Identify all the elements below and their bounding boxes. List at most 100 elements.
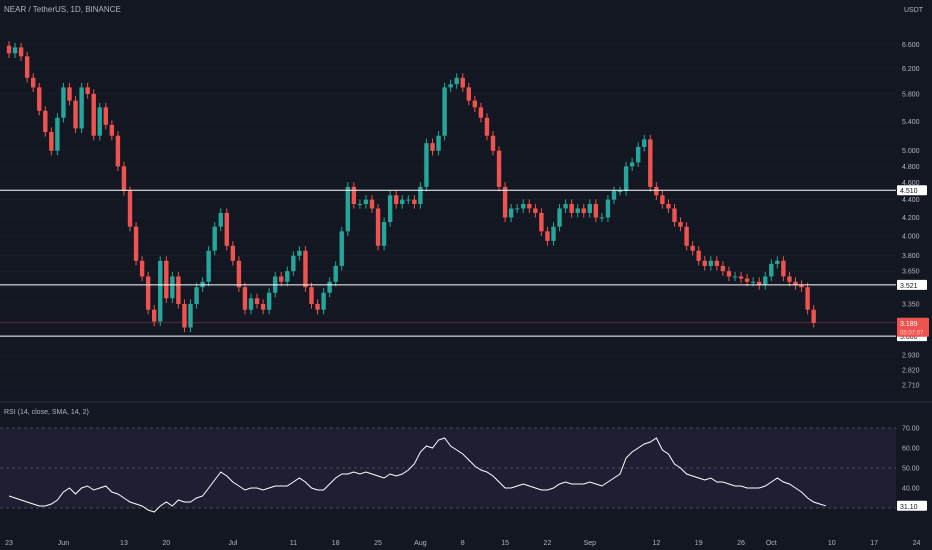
- candle-body: [254, 298, 260, 304]
- candle-body: [654, 186, 659, 196]
- candle-body: [636, 146, 641, 163]
- level-price-label: 4.510: [900, 188, 918, 195]
- candle-body: [37, 87, 42, 111]
- candle-body: [164, 260, 169, 299]
- rsi-tick-label: 70.00: [902, 426, 920, 433]
- candle-body: [12, 47, 18, 54]
- rsi-last-tag: [897, 500, 927, 511]
- candle-body: [708, 260, 713, 266]
- rsi-tick-label: 50.00: [902, 466, 920, 473]
- candle-body: [339, 231, 344, 266]
- candle-body: [587, 204, 592, 213]
- candle-body: [303, 250, 308, 288]
- candle-body: [67, 87, 72, 101]
- price-tick-label: 3.800: [902, 253, 920, 260]
- candle-body: [357, 204, 363, 206]
- time-tick-label: Sep: [584, 540, 597, 547]
- candle-body: [472, 100, 478, 108]
- candle-body: [787, 276, 792, 282]
- time-tick-label: 22: [544, 540, 552, 547]
- candle-body: [412, 199, 417, 205]
- candle-body: [551, 226, 556, 241]
- time-tick-label: Jul: [228, 540, 237, 547]
- candle-body: [248, 298, 254, 310]
- time-tick-label: 24: [913, 540, 921, 547]
- candle-body: [793, 281, 798, 286]
- candle-body: [460, 77, 465, 88]
- candle-body: [212, 226, 217, 251]
- candle-body: [61, 87, 66, 118]
- candle-body: [521, 204, 526, 209]
- candle-body: [109, 124, 115, 136]
- candle-body: [158, 260, 163, 322]
- candle-body: [666, 204, 671, 209]
- candle-body: [805, 287, 810, 310]
- time-tick-label: 11: [290, 540, 297, 547]
- candle-body: [260, 303, 266, 310]
- price-tick-label: 6.600: [902, 42, 920, 49]
- rsi-last-label: 31.10: [900, 504, 918, 511]
- price-tick-label: 2.710: [902, 383, 920, 390]
- candle-body: [726, 271, 732, 277]
- candle-body: [55, 117, 60, 151]
- currency-label: USDT: [904, 7, 924, 14]
- price-tick-label: 2.820: [902, 367, 920, 374]
- candle-body: [539, 212, 544, 232]
- candle-body: [145, 276, 151, 310]
- candle-body: [623, 166, 629, 192]
- time-tick-label: Jun: [58, 540, 69, 547]
- candle-body: [490, 135, 496, 151]
- candle-body: [387, 195, 393, 223]
- time-tick-label: 10: [828, 540, 836, 547]
- candle-body: [91, 93, 96, 136]
- candle-body: [478, 107, 484, 118]
- candle-body: [266, 292, 272, 310]
- candle-body: [309, 287, 314, 304]
- rsi-line: [8, 437, 826, 513]
- rsi-title[interactable]: RSI (14, close, SMA, 14, 2): [4, 409, 89, 416]
- candle-body: [720, 265, 726, 272]
- candle-body: [750, 281, 756, 283]
- candle-body: [363, 199, 369, 205]
- time-tick-label: 13: [120, 540, 128, 547]
- price-tick-label: 6.200: [902, 66, 920, 73]
- candle-body: [702, 260, 707, 266]
- candle-body: [557, 208, 562, 227]
- candle-body: [648, 139, 653, 187]
- candle-body: [769, 263, 774, 277]
- candle-body: [436, 135, 441, 151]
- candle-body: [593, 204, 599, 218]
- candle-body: [605, 199, 611, 218]
- candle-body: [152, 309, 157, 322]
- candle-body: [496, 150, 502, 187]
- candle-body: [121, 166, 127, 192]
- candle-body: [430, 143, 435, 151]
- time-axis[interactable]: 23 Jun 13 20 Jul 11 18 25 Aug 8 15 22 Sep 12 19 26 Oct 10…: [5, 540, 920, 547]
- candle-body: [206, 250, 211, 282]
- candle-body: [103, 107, 108, 125]
- candle-body: [394, 195, 399, 205]
- time-tick-label: Oct: [766, 540, 777, 547]
- time-tick-label: 26: [737, 540, 745, 547]
- candle-body: [18, 47, 24, 57]
- candle-body: [43, 110, 48, 133]
- candle-body: [73, 100, 78, 129]
- last-price-marker: 3.189 05:07:07: [0, 317, 929, 337]
- time-tick-label: 12: [652, 540, 660, 547]
- candle-body: [672, 208, 677, 223]
- symbol-title[interactable]: NEAR / TetherUS, 1D, BINANCE: [4, 5, 121, 14]
- candle-body: [351, 186, 357, 205]
- candle-body: [369, 199, 375, 209]
- candle-body: [757, 281, 762, 286]
- price-tick-label: 5.800: [902, 91, 920, 98]
- candle-body: [31, 77, 36, 88]
- candle-body: [563, 204, 568, 209]
- candle-body: [285, 271, 290, 282]
- last-price-tag: [897, 317, 929, 337]
- time-tick-label: Aug: [414, 540, 427, 547]
- candle-body: [418, 186, 423, 205]
- candle-body: [763, 276, 768, 286]
- candle-body: [230, 245, 236, 261]
